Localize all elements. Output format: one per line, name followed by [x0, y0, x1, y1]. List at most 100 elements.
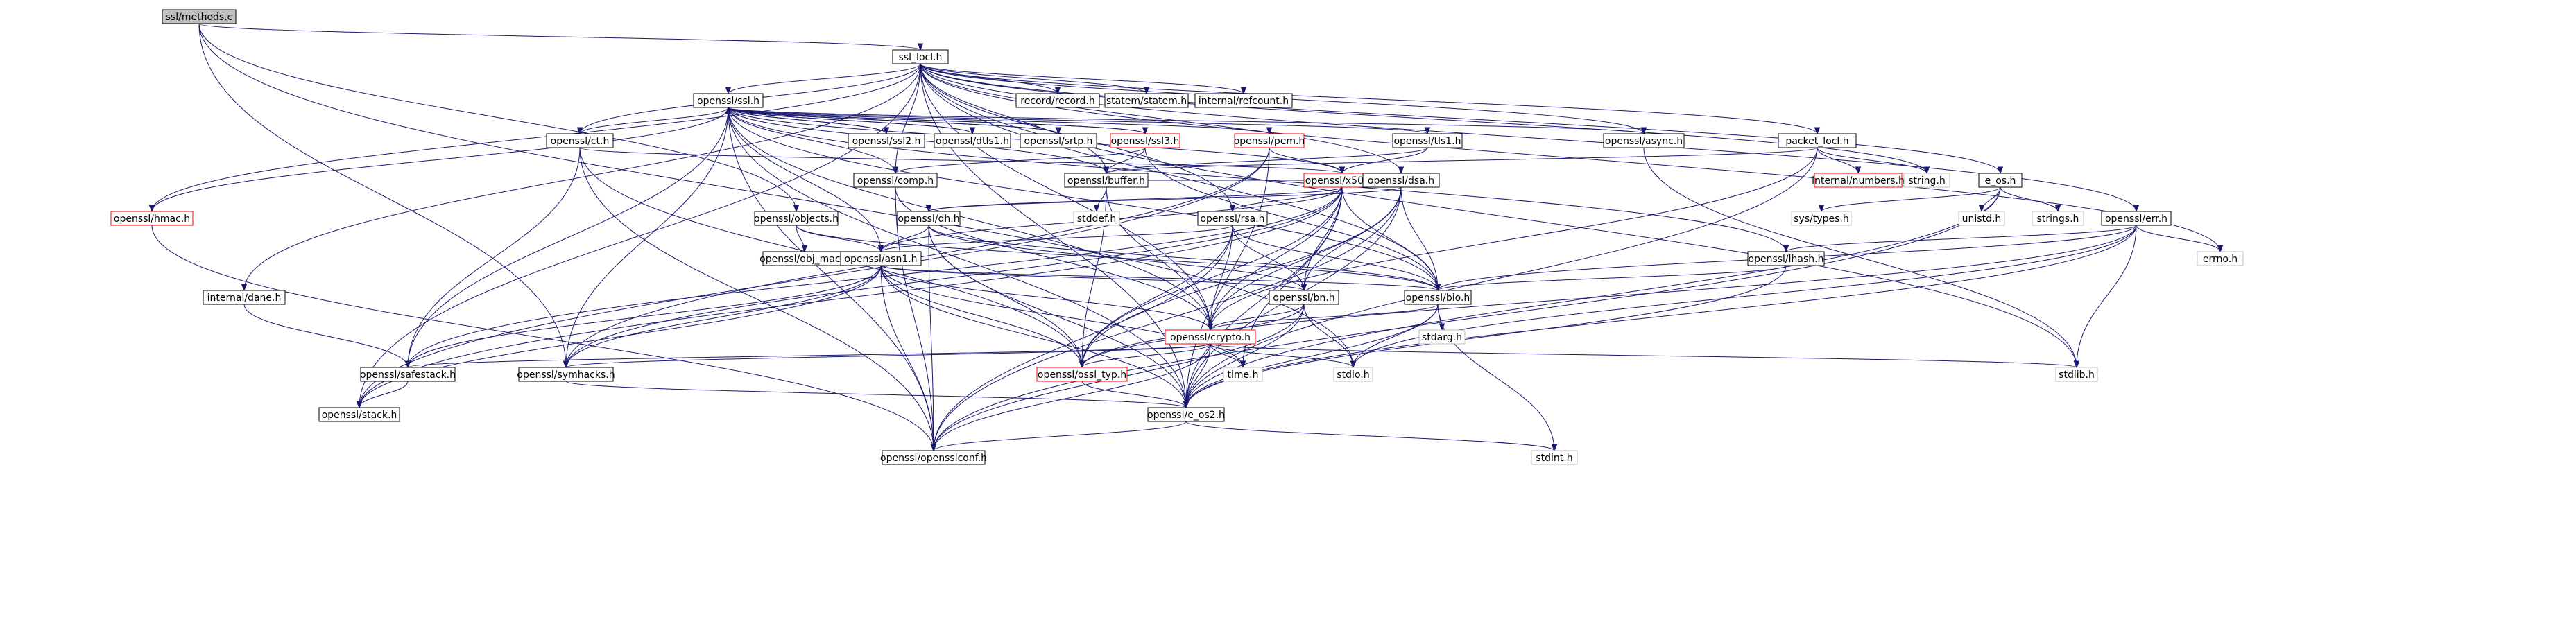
- node-box: [1223, 367, 1263, 382]
- node-bio_h[interactable]: openssl/bio.h: [1404, 290, 1472, 305]
- node-opensslconf_h[interactable]: openssl/opensslconf.h: [880, 450, 987, 465]
- edge-packet_locl_h-to-numbers_h: [1817, 147, 1862, 175]
- node-box: [1197, 211, 1268, 226]
- node-packet_locl_h[interactable]: packet_locl.h: [1778, 133, 1857, 148]
- edge-crypto_h-to-symhacks_h: [563, 343, 1211, 369]
- node-box: [203, 290, 286, 305]
- arrowhead: [925, 205, 932, 213]
- node-label: openssl/opensslconf.h: [880, 453, 987, 464]
- arrowhead: [1783, 245, 1789, 253]
- node-async_h[interactable]: openssl/async.h: [1603, 133, 1685, 148]
- node-label: strings.h: [2037, 214, 2079, 225]
- node-label: openssl/symhacks.h: [517, 369, 615, 381]
- node-label: ssl_locl.h: [899, 52, 943, 63]
- edge-ssl_locl_h-to-dane_h: [241, 63, 921, 292]
- edge-crypto_h-to-stdlib_h: [1210, 343, 2080, 369]
- node-box: [1778, 133, 1857, 148]
- node-label: openssl/x509.h: [1305, 175, 1379, 186]
- node-label: openssl/stack.h: [322, 410, 397, 421]
- node-asn1_h[interactable]: openssl/asn1.h: [840, 251, 922, 266]
- node-safestack_h[interactable]: openssl/safestack.h: [360, 367, 456, 382]
- node-label: openssl/obj_mac.h: [759, 254, 850, 265]
- node-stack_h[interactable]: openssl/stack.h: [318, 407, 400, 422]
- node-box: [360, 367, 456, 382]
- node-comp_h[interactable]: openssl/comp.h: [853, 173, 938, 188]
- arrowhead: [1229, 205, 1236, 213]
- node-label: packet_locl.h: [1785, 136, 1848, 147]
- edge-tls1_h-to-x509_h: [1339, 147, 1428, 175]
- node-numbers_h[interactable]: internal/numbers.h: [1812, 173, 1905, 188]
- node-label: openssl/comp.h: [857, 175, 934, 186]
- node-strings_h: strings.h: [2032, 211, 2084, 226]
- edge-openssl_ssl_h-to-hmac_h: [148, 107, 729, 213]
- node-statem_h[interactable]: statem/statem.h: [1104, 93, 1189, 108]
- edge-crypto_h-to-safestack_h: [404, 343, 1211, 369]
- node-refcount_h[interactable]: internal/refcount.h: [1194, 93, 1293, 108]
- node-label: stdarg.h: [1422, 332, 1462, 343]
- node-box: [1234, 133, 1305, 148]
- node-stdlib_h: stdlib.h: [2055, 367, 2098, 382]
- node-time_h: time.h: [1223, 367, 1263, 382]
- node-hmac_h[interactable]: openssl/hmac.h: [110, 211, 194, 226]
- node-x509_h[interactable]: openssl/x509.h: [1303, 173, 1381, 188]
- node-box: [1147, 407, 1225, 422]
- node-srtp_h[interactable]: openssl/srtp.h: [1020, 133, 1097, 148]
- arrowhead: [356, 401, 363, 409]
- arrowhead: [1239, 360, 1246, 369]
- node-objects_h[interactable]: openssl/objects.h: [754, 211, 839, 226]
- node-tls1_h[interactable]: openssl/tls1.h: [1392, 133, 1463, 148]
- node-ssl_methods_c[interactable]: ssl/methods.c: [162, 9, 237, 24]
- node-bn_h[interactable]: openssl/bn.h: [1269, 290, 1339, 305]
- node-crypto_h[interactable]: openssl/crypto.h: [1165, 329, 1256, 345]
- edge-crypto_h-to-opensslconf_h: [930, 343, 1211, 452]
- edge-objects_h-to-obj_mac_h: [796, 225, 808, 253]
- edge-ssl_locl_h-to-hmac_h: [148, 63, 921, 213]
- node-label: openssl/objects.h: [754, 214, 839, 225]
- node-box: [1104, 93, 1189, 108]
- node-dsa_h[interactable]: openssl/dsa.h: [1362, 173, 1440, 188]
- node-box: [1064, 173, 1149, 188]
- edge-ssl_methods_c-to-ssl_locl_h: [198, 23, 924, 51]
- arrowhead: [1814, 127, 1821, 135]
- node-label: openssl/async.h: [1605, 136, 1683, 147]
- edge-bn_h-to-stdio_h: [1303, 304, 1357, 369]
- edge-ssl_locl_h-to-packet_locl_h: [920, 63, 1821, 135]
- node-ossl_typ_h[interactable]: openssl/ossl_typ.h: [1036, 367, 1128, 382]
- node-label: internal/refcount.h: [1199, 96, 1289, 107]
- node-dh_h[interactable]: openssl/dh.h: [897, 211, 961, 226]
- node-record_h[interactable]: record/record.h: [1015, 93, 1100, 108]
- node-buffer_h[interactable]: openssl/buffer.h: [1064, 173, 1149, 188]
- node-e_os_h[interactable]: e_os.h: [1978, 173, 2023, 188]
- node-e_os2_h[interactable]: openssl/e_os2.h: [1147, 407, 1225, 422]
- node-box: [1165, 329, 1256, 345]
- node-obj_mac_h[interactable]: openssl/obj_mac.h: [759, 251, 850, 266]
- node-dtls1_h[interactable]: openssl/dtls1.h: [934, 133, 1011, 148]
- node-label: openssl/tls1.h: [1393, 136, 1461, 147]
- node-ssl2_h[interactable]: openssl/ssl2.h: [848, 133, 925, 148]
- node-label: openssl/hmac.h: [114, 214, 190, 225]
- node-rsa_h[interactable]: openssl/rsa.h: [1197, 211, 1268, 226]
- edge-x509_h-to-rsa_h: [1229, 186, 1343, 213]
- node-lhash_h[interactable]: openssl/lhash.h: [1747, 251, 1825, 266]
- node-label: stddef.h: [1077, 214, 1116, 225]
- node-ct_h[interactable]: openssl/ct.h: [546, 133, 614, 148]
- node-ssl_locl_h[interactable]: ssl_locl.h: [892, 49, 949, 64]
- edge-crypto_h-to-ossl_typ_h: [1079, 343, 1211, 369]
- edge-dane_h-to-safestack_h: [243, 304, 411, 369]
- node-label: statem/statem.h: [1106, 96, 1187, 107]
- node-label: openssl/e_os2.h: [1147, 410, 1225, 421]
- node-label: openssl/safestack.h: [360, 369, 456, 381]
- edge-err_h-to-e_os2_h: [1183, 225, 2137, 409]
- node-dane_h[interactable]: internal/dane.h: [203, 290, 286, 305]
- edge-crypto_h-to-stdio_h: [1210, 343, 1357, 369]
- node-err_h[interactable]: openssl/err.h: [2101, 211, 2172, 226]
- node-box: [1531, 450, 1578, 465]
- node-ssl3_h[interactable]: openssl/ssl3.h: [1110, 133, 1180, 148]
- edge-asn1_h-to-safestack_h: [404, 265, 882, 369]
- node-pem_h[interactable]: openssl/pem.h: [1234, 133, 1305, 148]
- edge-bio_h-to-stdarg_h: [1437, 304, 1445, 331]
- edge-dsa_h-to-dh_h: [925, 186, 1402, 213]
- node-symhacks_h[interactable]: openssl/symhacks.h: [517, 367, 615, 382]
- node-openssl_ssl_h[interactable]: openssl/ssl.h: [693, 93, 764, 108]
- arrowhead: [1997, 166, 2004, 175]
